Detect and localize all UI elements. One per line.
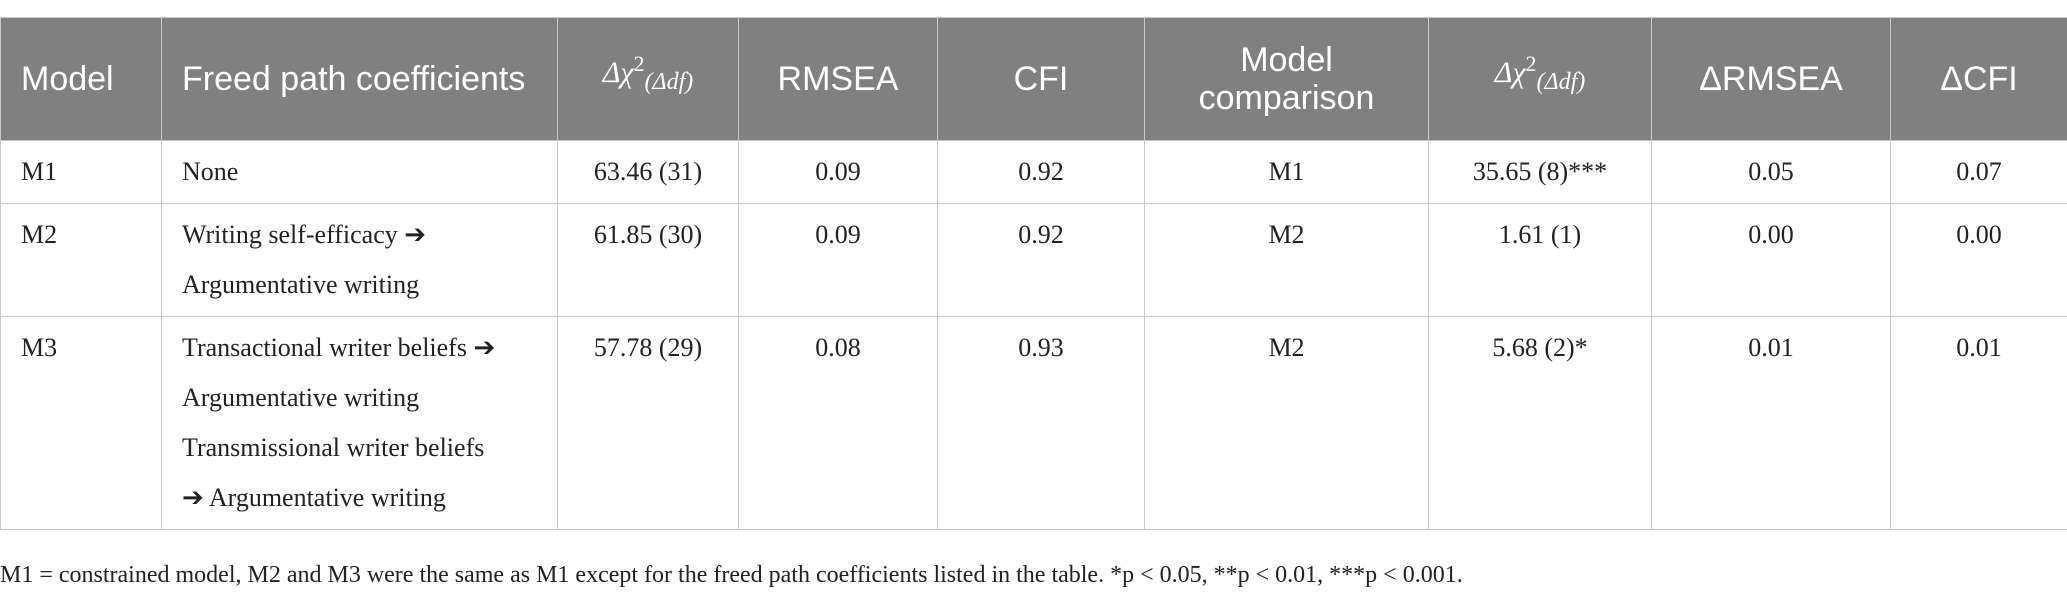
cell-model: M1 <box>0 140 162 204</box>
cell-cfi: 0.92 <box>937 140 1145 204</box>
path-line: ➔ Argumentative writing <box>182 483 446 512</box>
cell-delta-chi: 35.65 (8)*** <box>1428 140 1652 204</box>
cell-delta-chi: 1.61 (1) <box>1428 203 1652 317</box>
path-line: None <box>182 157 239 186</box>
header-model-comparison: Model comparison <box>1144 17 1429 141</box>
table-body: M1 None 63.46 (31) 0.09 0.92 M1 35.65 (8… <box>0 140 2067 530</box>
cell-chi: 57.78 (29) <box>557 316 739 530</box>
cell-chi: 63.46 (31) <box>557 140 739 204</box>
cell-model: M2 <box>0 203 162 317</box>
cell-freed-path: Writing self-efficacy ➔ Argumentative wr… <box>161 203 558 317</box>
cell-model: M3 <box>0 316 162 530</box>
header-delta-cfi: ΔCFI <box>1890 17 2067 141</box>
cell-delta-cfi: 0.01 <box>1890 316 2067 530</box>
header-delta-chi-square: Δχ2(Δdf) <box>557 17 739 141</box>
header-row: Model Freed path coefficients Δχ2(Δdf) R… <box>0 17 2067 141</box>
path-line: Argumentative writing <box>182 383 420 412</box>
cell-freed-path: Transactional writer beliefs ➔ Argumenta… <box>161 316 558 530</box>
cell-rmsea: 0.08 <box>738 316 938 530</box>
header-cfi: CFI <box>937 17 1145 141</box>
header-delta-rmsea: ΔRMSEA <box>1651 17 1891 141</box>
cell-delta-chi: 5.68 (2)* <box>1428 316 1652 530</box>
cell-comparison: M1 <box>1144 140 1429 204</box>
cell-delta-cfi: 0.07 <box>1890 140 2067 204</box>
cell-rmsea: 0.09 <box>738 140 938 204</box>
cell-delta-rmsea: 0.00 <box>1651 203 1891 317</box>
model-comparison-table: Model Freed path coefficients Δχ2(Δdf) R… <box>0 17 2067 530</box>
cell-chi: 61.85 (30) <box>557 203 739 317</box>
cell-rmsea: 0.09 <box>738 203 938 317</box>
cell-delta-rmsea: 0.05 <box>1651 140 1891 204</box>
cell-comparison: M2 <box>1144 203 1429 317</box>
cell-cfi: 0.92 <box>937 203 1145 317</box>
path-line: Argumentative writing <box>182 270 420 299</box>
path-line: Writing self-efficacy ➔ <box>182 220 427 249</box>
cell-comparison: M2 <box>1144 316 1429 530</box>
table-row: M1 None 63.46 (31) 0.09 0.92 M1 35.65 (8… <box>0 140 2067 204</box>
header-model: Model <box>0 17 162 141</box>
header-freed-path: Freed path coefficients <box>161 17 558 141</box>
table-header: Model Freed path coefficients Δχ2(Δdf) R… <box>0 17 2067 141</box>
cell-delta-rmsea: 0.01 <box>1651 316 1891 530</box>
path-line: Transmissional writer beliefs <box>182 433 485 462</box>
table-row: M2 Writing self-efficacy ➔ Argumentative… <box>0 203 2067 317</box>
table-footnote: M1 = constrained model, M2 and M3 were t… <box>0 562 1463 588</box>
path-line: Transactional writer beliefs ➔ <box>182 333 496 362</box>
cell-freed-path: None <box>161 140 558 204</box>
table-row: M3 Transactional writer beliefs ➔ Argume… <box>0 316 2067 530</box>
header-rmsea: RMSEA <box>738 17 938 141</box>
header-comparison-delta-chi-square: Δχ2(Δdf) <box>1428 17 1652 141</box>
cell-cfi: 0.93 <box>937 316 1145 530</box>
cell-delta-cfi: 0.00 <box>1890 203 2067 317</box>
